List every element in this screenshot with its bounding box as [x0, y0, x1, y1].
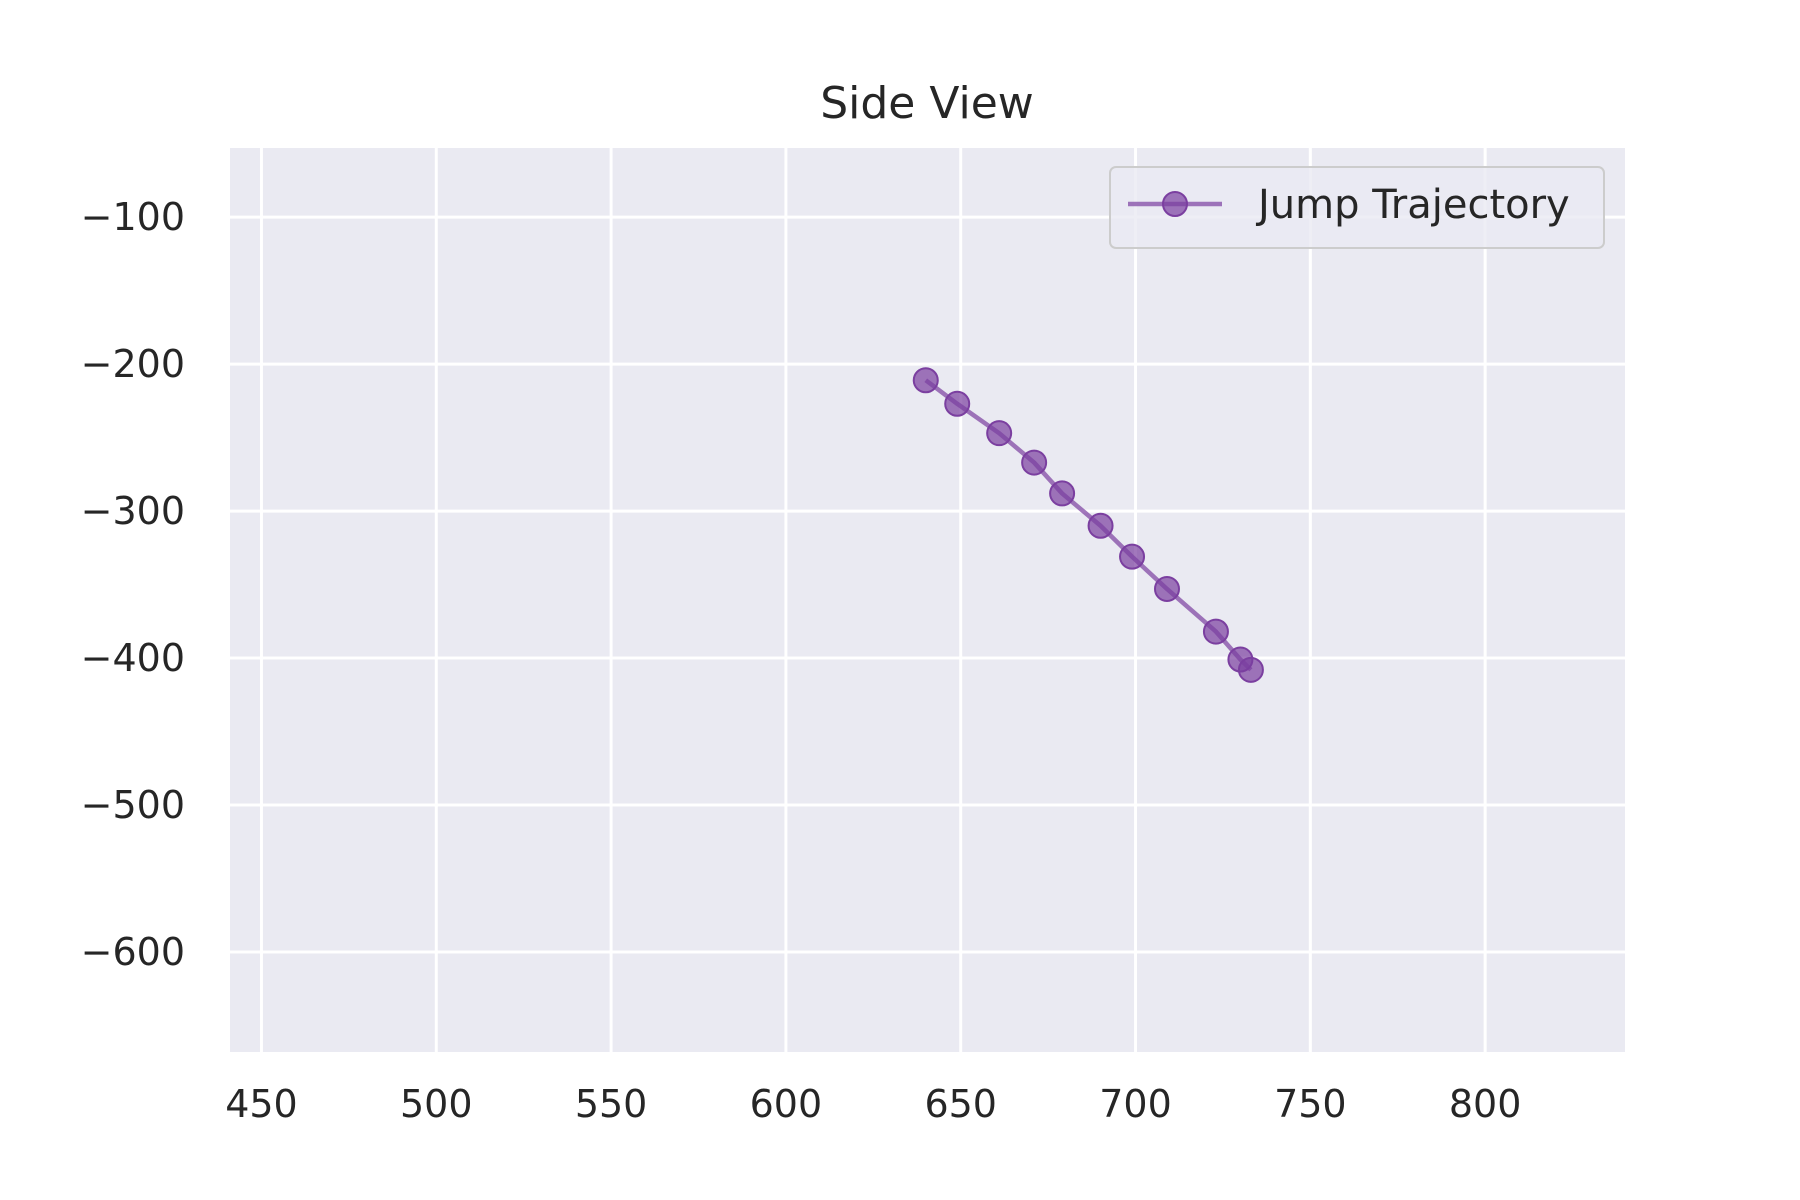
legend-label: Jump Trajectory	[1255, 182, 1570, 228]
y-tick-label: −300	[81, 489, 185, 533]
data-point	[944, 390, 971, 417]
data-point	[1119, 543, 1146, 570]
chart-title: Side View	[820, 78, 1034, 129]
data-point	[1049, 480, 1076, 507]
y-tick-label: −200	[81, 342, 185, 386]
x-tick-label: 650	[924, 1082, 997, 1126]
x-tick-label: 700	[1099, 1082, 1172, 1126]
data-point	[1202, 618, 1229, 645]
x-axis-ticks: 450 500 550 600 650 700 750 800	[225, 1082, 1521, 1126]
plot-background	[230, 148, 1625, 1052]
x-tick-label: 800	[1449, 1082, 1522, 1126]
data-point	[912, 367, 939, 394]
data-point	[1237, 656, 1264, 683]
data-point	[1153, 575, 1180, 602]
x-tick-label: 750	[1274, 1082, 1347, 1126]
x-tick-label: 500	[400, 1082, 473, 1126]
data-point	[1021, 449, 1048, 476]
x-tick-label: 550	[575, 1082, 648, 1126]
y-tick-label: −400	[81, 636, 185, 680]
series	[912, 367, 1264, 683]
y-axis-ticks: −100 −200 −300 −400 −500 −600	[81, 195, 185, 974]
y-tick-label: −100	[81, 195, 185, 239]
legend-marker-sample	[1162, 191, 1188, 217]
x-tick-label: 600	[750, 1082, 823, 1126]
data-point	[1087, 512, 1114, 539]
grid	[230, 148, 1625, 1052]
y-tick-label: −500	[81, 783, 185, 827]
y-tick-label: −600	[81, 930, 185, 974]
legend-box	[1109, 166, 1605, 249]
legend: Jump Trajectory	[1109, 166, 1605, 249]
x-tick-label: 450	[225, 1082, 298, 1126]
data-point	[986, 420, 1013, 447]
